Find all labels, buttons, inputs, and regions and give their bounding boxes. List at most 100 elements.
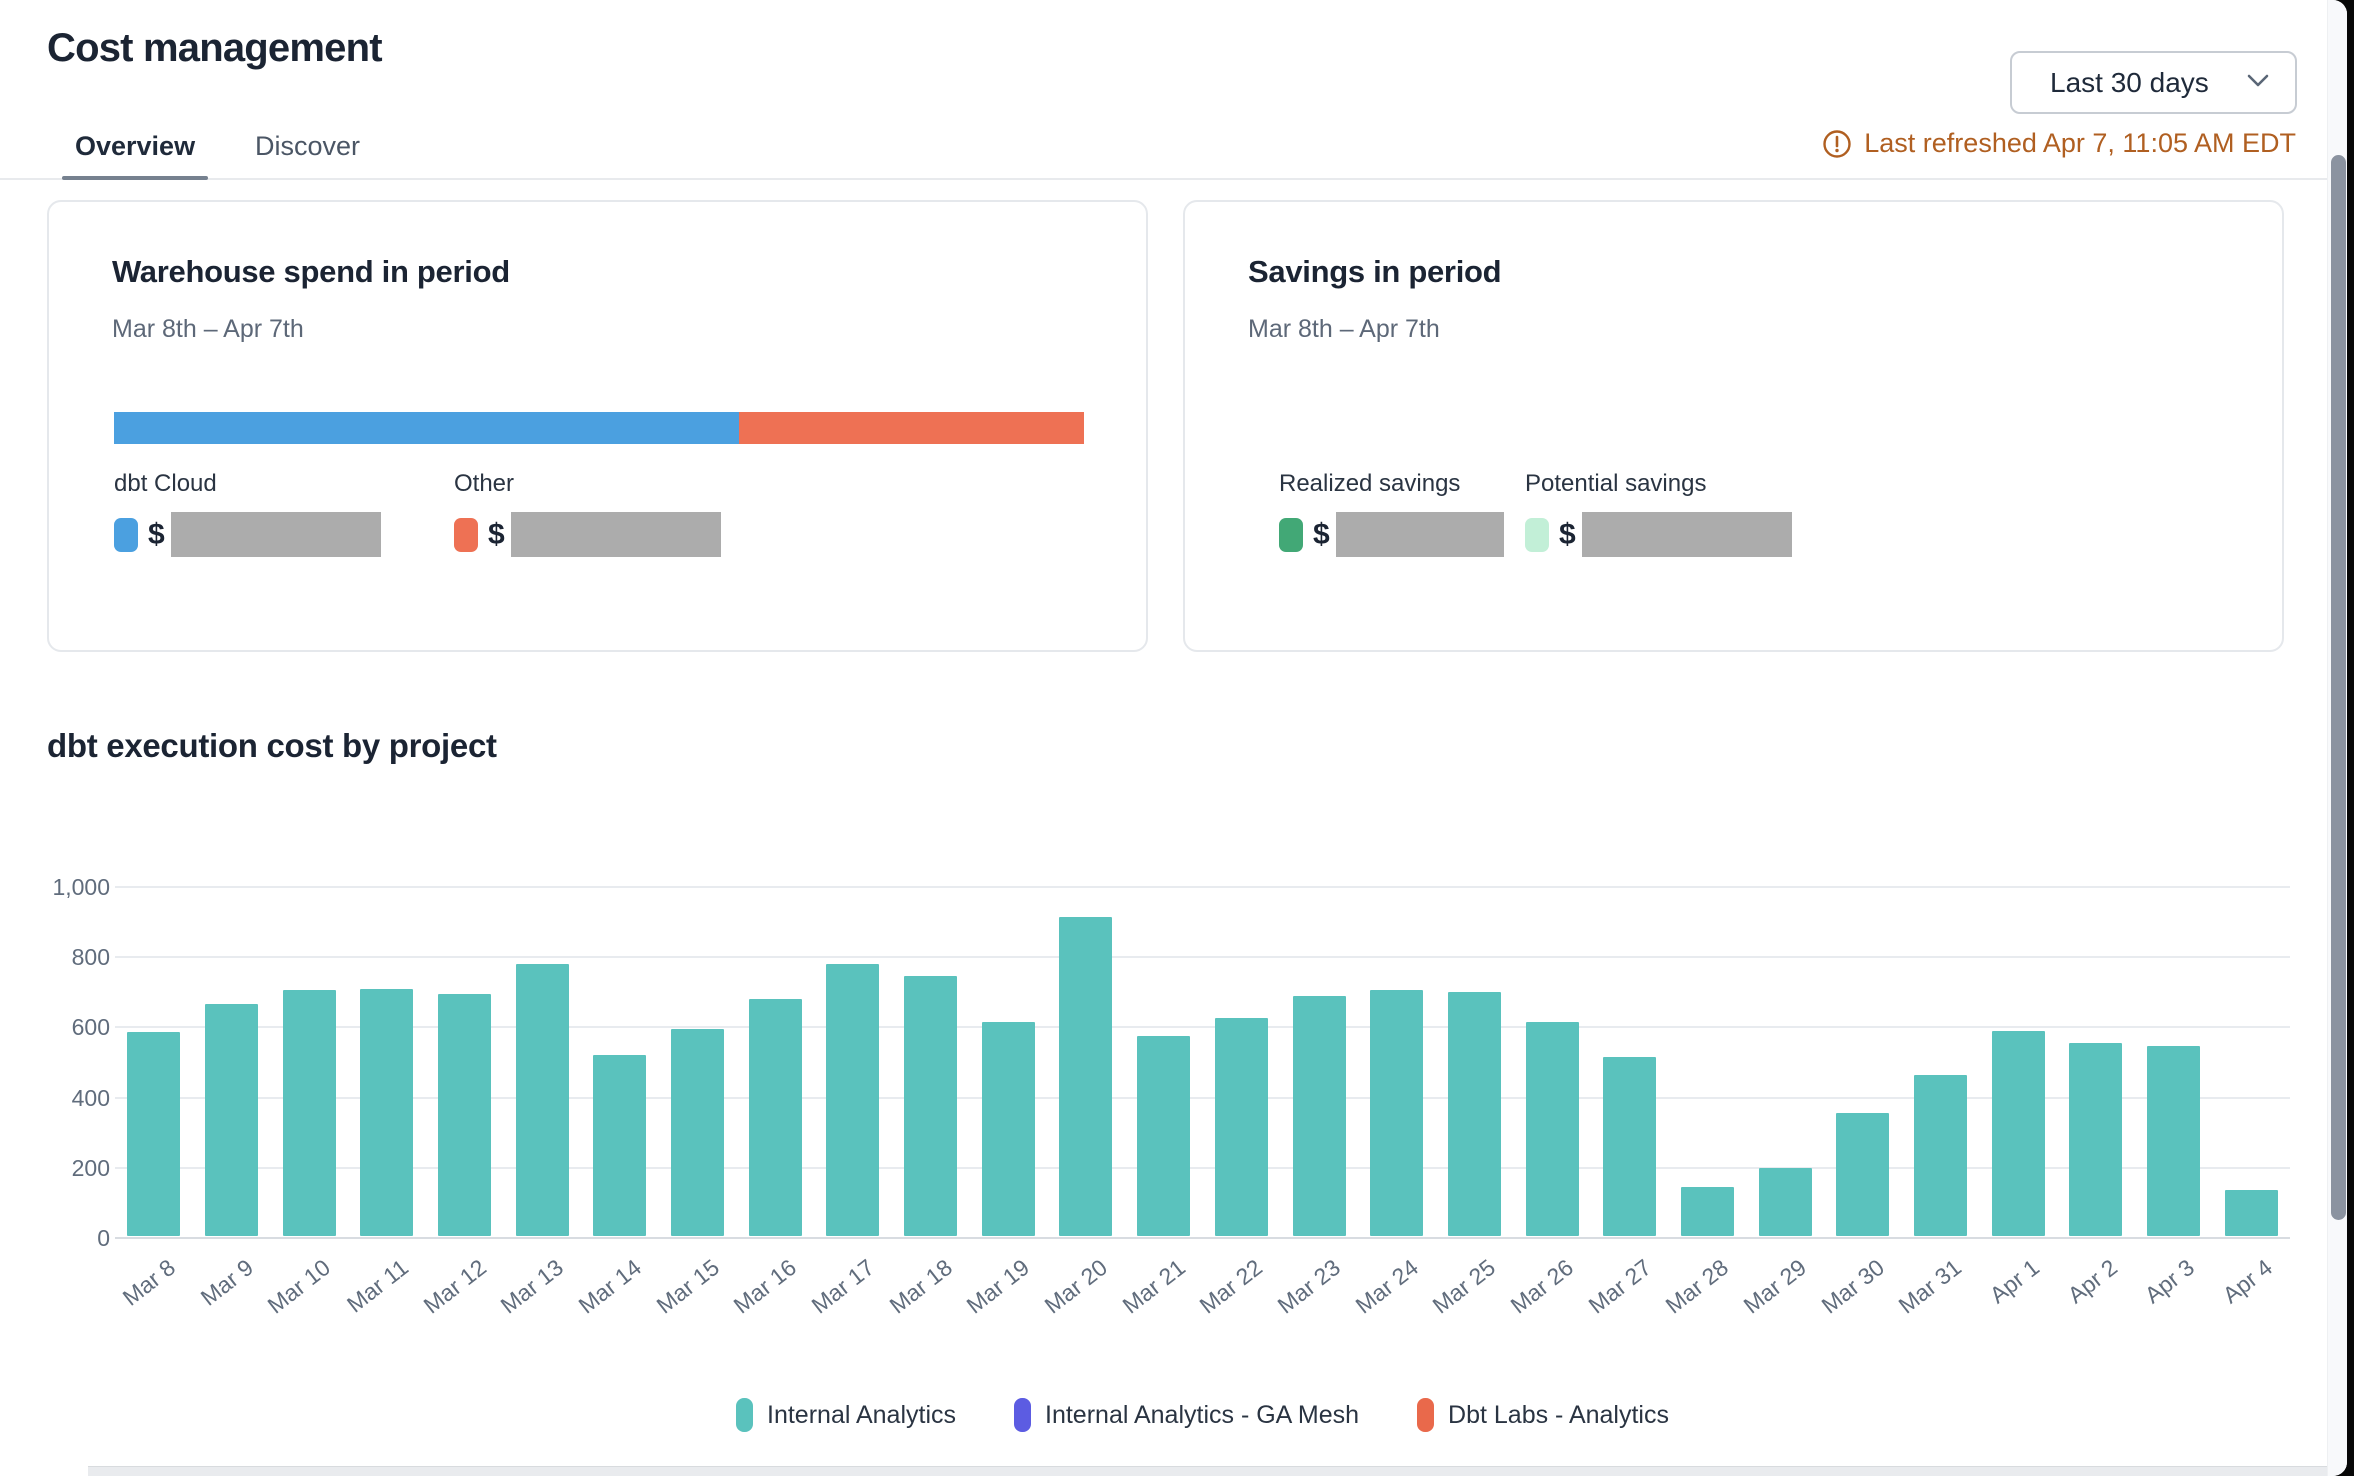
x-axis-label: Mar 22: [1194, 1254, 1268, 1319]
money-legend-item-other: Other $: [454, 470, 794, 557]
tab-discover[interactable]: Discover: [255, 131, 361, 161]
chart-bar-mar-14[interactable]: [593, 1055, 647, 1236]
chart-legend-label: Dbt Labs - Analytics: [1448, 1400, 1669, 1429]
dollar-sign: $: [1313, 517, 1330, 551]
chart-bar-mar-9[interactable]: [205, 1004, 259, 1236]
chart-bar-mar-27[interactable]: [1603, 1057, 1657, 1236]
tab-overview[interactable]: Overview: [75, 131, 196, 161]
chart-bar-mar-31[interactable]: [1913, 1074, 1967, 1236]
legend-swatch-potential-savings: [1525, 517, 1549, 552]
gridline: [115, 1096, 2290, 1099]
money-legend-item-potential-savings: Potential savings $: [1525, 470, 1792, 557]
chart-bar-mar-10[interactable]: [282, 990, 336, 1236]
chart-bar-mar-21[interactable]: [1137, 1035, 1191, 1236]
stacked-bar-segment-dbt-cloud[interactable]: [114, 412, 739, 444]
date-range-selected-value: Last 30 days: [2050, 66, 2209, 98]
last-refreshed-text: Last refreshed Apr 7, 11:05 AM EDT: [1864, 128, 2296, 158]
money-legend-label: Realized savings: [1279, 470, 1461, 497]
vertical-scrollbar-thumb[interactable]: [2331, 155, 2346, 1220]
chart-legend-label: Internal Analytics - GA Mesh: [1045, 1400, 1360, 1429]
dollar-sign: $: [148, 517, 165, 551]
redacted-value: [170, 512, 381, 557]
y-axis-tick-label: 800: [71, 944, 110, 971]
money-legend-value-row: $: [454, 512, 794, 557]
y-axis-tick-label: 400: [71, 1084, 110, 1111]
date-range-dropdown[interactable]: Last 30 days: [2010, 51, 2297, 114]
chart-bar-apr-1[interactable]: [1991, 1030, 2045, 1236]
x-axis-label: Mar 21: [1117, 1254, 1190, 1319]
chart-bar-mar-13[interactable]: [515, 963, 569, 1236]
redacted-value: [510, 512, 721, 557]
chart-bar-mar-30[interactable]: [1836, 1113, 1890, 1236]
chart-bar-apr-3[interactable]: [2146, 1046, 2200, 1236]
x-axis-label: Mar 24: [1350, 1254, 1423, 1319]
redacted-value: [1335, 512, 1504, 557]
x-axis-label: Mar 25: [1427, 1254, 1501, 1319]
dollar-sign: $: [488, 517, 505, 551]
x-axis-label: Apr 3: [2140, 1254, 2200, 1309]
chart-bar-mar-22[interactable]: [1214, 1018, 1268, 1236]
warehouse-stacked-bar: [114, 412, 1084, 444]
chart-bar-mar-23[interactable]: [1292, 995, 1346, 1236]
money-legend-label: Other: [454, 470, 515, 497]
x-axis-label: Mar 15: [651, 1254, 724, 1319]
chart-bar-apr-4[interactable]: [2224, 1190, 2278, 1236]
horizontal-scrollbar-track[interactable]: [88, 1466, 2347, 1476]
chart-bar-mar-20[interactable]: [1059, 916, 1113, 1236]
chart-section-title: dbt execution cost by project: [47, 727, 497, 764]
money-legend-item-realized-savings: Realized savings $: [1279, 470, 1525, 557]
x-axis-label: Mar 27: [1583, 1254, 1656, 1319]
legend-swatch-realized-savings: [1279, 517, 1303, 552]
savings-card-title: Savings in period: [1248, 254, 1502, 289]
x-axis-label: Mar 13: [495, 1254, 569, 1319]
x-axis-label: Mar 16: [728, 1254, 802, 1319]
last-refreshed-status: Last refreshed Apr 7, 11:05 AM EDT: [1822, 128, 2296, 159]
chart-bar-mar-26[interactable]: [1525, 1021, 1579, 1236]
chart-bar-apr-2[interactable]: [2069, 1042, 2123, 1236]
gridline: [115, 1166, 2290, 1169]
x-axis-label: Mar 18: [884, 1254, 957, 1319]
stacked-bar-segment-other[interactable]: [738, 412, 1084, 444]
warehouse-card-title: Warehouse spend in period: [112, 254, 510, 289]
chart-bar-mar-25[interactable]: [1447, 992, 1501, 1236]
redacted-value: [1581, 512, 1792, 557]
x-axis-label: Mar 28: [1660, 1254, 1734, 1319]
chart-bar-mar-12[interactable]: [438, 993, 492, 1236]
chart-bar-mar-8[interactable]: [127, 1032, 181, 1236]
chart-legend-item-dbt-labs-analytics[interactable]: Dbt Labs - Analytics: [1417, 1398, 1669, 1432]
x-axis-label: Mar 19: [961, 1254, 1035, 1319]
money-legend-item-dbt-cloud: dbt Cloud $: [114, 470, 454, 557]
warehouse-spend-card: Warehouse spend in period Mar 8th – Apr …: [47, 200, 1148, 652]
gridline: [115, 1237, 2290, 1239]
chart-bar-mar-16[interactable]: [748, 999, 802, 1236]
chart-bar-mar-17[interactable]: [826, 963, 880, 1236]
bar-chart-plot: [115, 886, 2290, 1239]
savings-card: Savings in period Mar 8th – Apr 7th Real…: [1183, 200, 2284, 652]
chart-legend-item-internal-analytics-ga-mesh[interactable]: Internal Analytics - GA Mesh: [1014, 1398, 1359, 1432]
chart-bar-mar-29[interactable]: [1758, 1167, 1812, 1236]
active-tab-underline: [62, 176, 208, 180]
x-axis-label: Apr 2: [2062, 1254, 2122, 1309]
chart-bar-mar-19[interactable]: [981, 1021, 1035, 1236]
x-axis-label: Mar 31: [1894, 1254, 1967, 1319]
legend-swatch-internal-analytics: [736, 1398, 754, 1432]
legend-swatch-dbt-labs-analytics: [1417, 1398, 1435, 1432]
chart-bar-mar-15[interactable]: [671, 1028, 725, 1236]
x-axis-label: Apr 4: [2217, 1254, 2278, 1309]
chart-bar-mar-11[interactable]: [360, 988, 414, 1236]
tabs-divider: [0, 178, 2347, 180]
warehouse-legend: dbt Cloud $ Other $: [114, 470, 794, 557]
vertical-scrollbar-track[interactable]: [2327, 0, 2347, 1476]
chart-legend-item-internal-analytics[interactable]: Internal Analytics: [736, 1398, 956, 1432]
chart-bar-mar-28[interactable]: [1680, 1186, 1734, 1236]
chart-bar-mar-24[interactable]: [1370, 990, 1424, 1236]
x-axis-label: Mar 17: [806, 1254, 879, 1319]
gridline: [115, 1026, 2290, 1029]
savings-card-date-range: Mar 8th – Apr 7th: [1248, 315, 1440, 343]
legend-swatch-internal-analytics-ga-mesh: [1014, 1398, 1032, 1432]
chart-bar-mar-18[interactable]: [904, 976, 958, 1236]
page-title: Cost management: [47, 26, 383, 70]
y-axis-tick-label: 0: [97, 1225, 110, 1251]
x-axis-label: Mar 8: [117, 1254, 180, 1311]
money-legend-label: dbt Cloud: [114, 470, 217, 497]
